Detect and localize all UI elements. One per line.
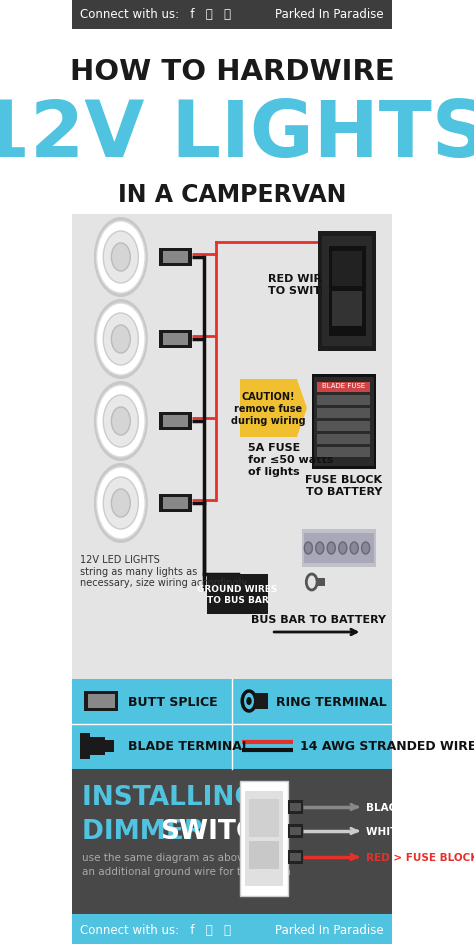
- Bar: [317, 422, 370, 431]
- Bar: [288, 824, 303, 838]
- Text: GROUND WIRES
TO BUS BAR: GROUND WIRES TO BUS BAR: [197, 584, 278, 604]
- Circle shape: [350, 543, 358, 554]
- Bar: [312, 375, 376, 469]
- Text: Connect with us:   f   ⓘ   ⓟ: Connect with us: f ⓘ ⓟ: [81, 922, 231, 936]
- Text: BLACK > BUS BAR: BLACK > BUS BAR: [365, 802, 472, 812]
- Bar: [317, 409, 370, 418]
- Bar: [332, 292, 362, 327]
- Circle shape: [246, 698, 252, 705]
- Circle shape: [94, 218, 148, 297]
- Bar: [90, 737, 105, 755]
- Circle shape: [103, 313, 138, 365]
- Circle shape: [111, 408, 130, 435]
- Circle shape: [111, 244, 130, 272]
- Bar: [159, 413, 192, 430]
- Text: 5A FUSE
for ≤50 watts
of lights: 5A FUSE for ≤50 watts of lights: [247, 443, 333, 476]
- Bar: [290, 827, 301, 835]
- Bar: [239, 379, 297, 437]
- Circle shape: [94, 381, 148, 462]
- Bar: [163, 497, 188, 510]
- Circle shape: [94, 299, 148, 379]
- Text: Parked In Paradise: Parked In Paradise: [275, 922, 384, 936]
- Polygon shape: [297, 379, 307, 437]
- Bar: [163, 252, 188, 263]
- Circle shape: [97, 467, 145, 539]
- Circle shape: [97, 222, 145, 294]
- Text: RING TERMINAL: RING TERMINAL: [276, 695, 387, 708]
- Text: Connect with us:   f   ⓘ   ⓟ: Connect with us: f ⓘ ⓟ: [81, 8, 231, 22]
- Bar: [163, 415, 188, 428]
- Text: HOW TO HARDWIRE: HOW TO HARDWIRE: [70, 58, 394, 86]
- Text: BLADE FUSE: BLADE FUSE: [322, 382, 365, 389]
- Bar: [159, 330, 192, 348]
- Text: BUS BAR TO BATTERY: BUS BAR TO BATTERY: [251, 615, 386, 624]
- Bar: [72, 680, 392, 769]
- Text: 12V LED LIGHTS
string as many lights as
necessary, size wiring accordingly: 12V LED LIGHTS string as many lights as …: [81, 554, 247, 587]
- Text: 14 AWG STRANDED WIRE: 14 AWG STRANDED WIRE: [300, 740, 474, 752]
- Circle shape: [97, 385, 145, 458]
- Bar: [249, 841, 279, 869]
- Circle shape: [327, 543, 335, 554]
- Bar: [159, 495, 192, 513]
- Text: RED WIRES
TO SWITCH: RED WIRES TO SWITCH: [268, 274, 338, 295]
- Bar: [319, 232, 376, 351]
- Bar: [288, 801, 303, 814]
- Text: BUTT SPLICE: BUTT SPLICE: [128, 695, 217, 708]
- Bar: [72, 215, 392, 680]
- Bar: [317, 434, 370, 445]
- Text: IN A CAMPERVAN: IN A CAMPERVAN: [118, 183, 346, 207]
- Text: SWITCH: SWITCH: [160, 818, 277, 844]
- Text: RED > FUSE BLOCK: RED > FUSE BLOCK: [365, 852, 474, 862]
- Bar: [207, 574, 268, 615]
- Bar: [81, 733, 90, 759]
- Bar: [163, 333, 188, 346]
- Bar: [290, 853, 301, 861]
- Bar: [314, 378, 374, 466]
- Circle shape: [316, 543, 324, 554]
- Bar: [105, 740, 114, 752]
- Circle shape: [103, 232, 138, 284]
- Bar: [72, 0, 392, 30]
- Circle shape: [339, 543, 347, 554]
- Bar: [328, 246, 365, 337]
- Bar: [317, 447, 370, 458]
- Bar: [332, 252, 362, 287]
- Circle shape: [97, 304, 145, 376]
- Bar: [72, 769, 392, 914]
- Bar: [249, 800, 279, 837]
- Bar: [88, 694, 115, 708]
- Text: 12V LIGHTS: 12V LIGHTS: [0, 97, 474, 173]
- Bar: [159, 248, 192, 267]
- Bar: [72, 30, 392, 215]
- Bar: [84, 691, 118, 711]
- Bar: [301, 530, 376, 567]
- Text: use the same diagram as above with
an additional ground wire for the switch: use the same diagram as above with an ad…: [82, 851, 291, 876]
- Bar: [239, 782, 288, 896]
- Circle shape: [103, 396, 138, 447]
- Bar: [72, 914, 392, 944]
- Text: BLADE TERMINAL: BLADE TERMINAL: [128, 740, 249, 752]
- Text: WHITE > LIGHTS: WHITE > LIGHTS: [365, 826, 463, 836]
- Bar: [245, 791, 283, 886]
- Bar: [317, 579, 325, 586]
- Circle shape: [111, 490, 130, 517]
- Circle shape: [94, 464, 148, 544]
- Bar: [255, 693, 268, 709]
- Text: INSTALLING A: INSTALLING A: [82, 784, 286, 810]
- Text: FUSE BLOCK
TO BATTERY: FUSE BLOCK TO BATTERY: [305, 475, 382, 497]
- Text: DIMMER: DIMMER: [82, 818, 214, 844]
- Bar: [317, 382, 370, 393]
- Bar: [288, 851, 303, 864]
- Bar: [322, 237, 373, 346]
- Text: CAUTION!
remove fuse
during wiring: CAUTION! remove fuse during wiring: [231, 392, 306, 425]
- Circle shape: [111, 326, 130, 354]
- Bar: [304, 533, 374, 564]
- Bar: [317, 396, 370, 406]
- Circle shape: [103, 478, 138, 530]
- Circle shape: [304, 543, 312, 554]
- Circle shape: [362, 543, 370, 554]
- Bar: [290, 803, 301, 811]
- Text: Parked In Paradise: Parked In Paradise: [275, 8, 384, 22]
